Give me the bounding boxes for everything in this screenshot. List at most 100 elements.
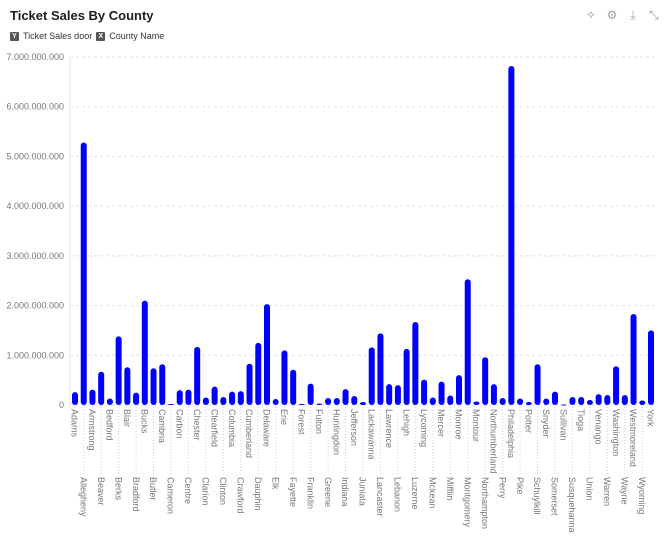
bar-beaver [98,371,105,405]
bar-lackawanna [368,347,375,405]
x-tick-label: Luzerne [410,477,420,510]
bar-berks [115,336,122,405]
bar-cumberland [246,363,253,405]
x-tick-label: Wyoming [637,477,647,514]
bar-huntingdon [333,398,340,405]
sliders-icon[interactable]: ⚙ [606,8,618,22]
x-tick-label: Monroe [454,409,464,440]
x-tick-label: Mifflin [445,477,455,500]
bar-jefferson [351,396,358,405]
bar-forest [298,404,305,406]
bar-allegheny [80,142,87,405]
x-tick-label: Carbon [174,409,184,439]
bar-york [648,330,654,405]
bar-venango [595,394,602,405]
x-tick-label: Mercer [436,409,446,437]
x-tick-label: Clinton [218,477,228,505]
x-tick-label: Forest [297,409,307,435]
bar-philadelphia [508,65,515,405]
bar-snyder [543,398,550,405]
x-tick-label: Berks [113,477,123,501]
bar-crawford [237,391,244,405]
bar-wyoming [639,400,646,405]
x-tick-label: Wayne [620,477,630,505]
x-tick-label: Venango [593,409,603,445]
x-tick-label: Lawrence [384,409,394,448]
x-tick-label: Washington [611,409,621,456]
x-tick-label: Crawford [236,477,246,514]
y-axis-label: Ticket Sales door [23,31,93,41]
chart-title: Ticket Sales By County [10,8,154,23]
x-tick-label: Jefferson [349,409,359,446]
x-tick-label: Bradford [131,477,141,512]
bar-fulton [316,403,323,405]
x-tick-label: Fayette [288,477,298,507]
bar-blair [124,367,131,405]
bar-wayne [621,395,628,405]
x-tick-label: Delaware [262,409,272,447]
x-tick-label: Somerset [550,477,560,516]
x-tick-label: Lancaster [375,477,385,517]
bar-monroe [456,375,462,405]
bar-butler [150,368,157,405]
x-tick-label: Snyder [541,409,551,438]
bar-adams [72,392,78,405]
magic-wand-icon[interactable]: ✧ [585,8,597,22]
bar-chester [194,346,201,405]
bar-dauphin [255,342,262,405]
x-tick-label: Huntingdon [332,409,342,455]
bar-greene [325,398,332,405]
x-tick-label: Montgomery [462,477,472,528]
bar-carbon [176,390,183,405]
bar-fayette [290,369,297,405]
x-tick-label: Clarion [201,477,211,506]
bar-elk [272,399,279,405]
x-tick-label: Lebanon [393,477,403,512]
x-axis-chip: X [96,31,106,41]
bar-bradford [133,392,140,405]
bar-susquehanna [569,397,576,405]
bar-schuylkill [534,364,541,405]
bar-clarion [202,397,209,405]
bar-montgomery [464,279,471,405]
bar-potter [525,402,532,405]
bar-delaware [264,304,270,405]
bar-juniata [360,402,366,405]
bar-cameron [168,404,174,406]
bar-warren [604,395,611,405]
collapse-icon[interactable]: ⤡ [649,8,659,22]
x-tick-label: Tioga [576,409,586,431]
y-tick-label: 3.000.000.000 [6,251,64,261]
bar-columbia [229,391,236,405]
x-tick-label: Juniata [358,477,368,506]
bar-perry [499,398,506,405]
x-tick-label: Susquehanna [567,477,577,533]
x-tick-label: Indiana [340,477,350,507]
bar-armstrong [89,389,96,405]
x-tick-label: Dauphin [253,477,263,511]
x-tick-label: Columbia [227,409,237,447]
bar-lancaster [377,333,384,405]
x-tick-label: Lycoming [419,409,429,447]
bar-cambria [159,364,166,405]
x-tick-label: Cumberland [244,409,254,458]
download-icon[interactable]: ⤓ [630,8,636,22]
x-tick-label: Cameron [166,477,176,514]
x-tick-label: Allegheny [78,477,88,517]
x-tick-label: York [646,409,656,427]
bar-bucks [141,300,148,405]
bar-union [586,400,593,405]
x-tick-label: Perry [497,477,507,499]
bar-franklin [307,383,314,405]
bar-lehigh [403,348,410,405]
bar-montour [473,401,480,405]
bar-mckean [429,397,436,405]
x-tick-label: Westmoreland [628,409,638,467]
x-tick-label: Armstrong [87,409,97,451]
y-tick-label: 4.000.000.000 [6,201,64,211]
x-tick-label: Chester [192,409,202,441]
bar-clearfield [211,386,218,405]
x-tick-label: Blair [122,409,132,427]
